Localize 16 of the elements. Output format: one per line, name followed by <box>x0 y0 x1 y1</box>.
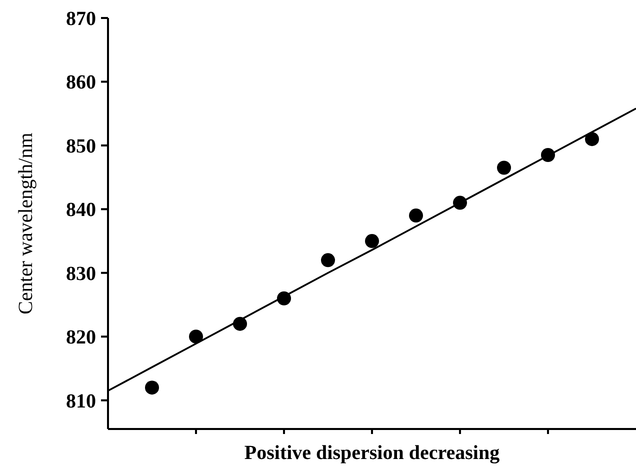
point <box>145 380 159 395</box>
point <box>409 208 423 223</box>
point <box>321 253 335 268</box>
y-tick-label: 820 <box>66 326 96 349</box>
y-axis-title: Center wavelength/nm <box>15 132 37 314</box>
y-tick-label: 870 <box>66 8 96 30</box>
y-tick-label: 850 <box>66 135 96 158</box>
y-tick-label: 860 <box>66 72 96 94</box>
point <box>497 160 511 175</box>
y-tick-label: 840 <box>66 199 96 222</box>
point <box>365 234 379 248</box>
y-tick-label: 810 <box>66 390 96 412</box>
point <box>585 132 599 146</box>
x-axis-title: Positive dispersion decreasing <box>244 442 500 464</box>
point <box>189 330 203 344</box>
y-tick-label: 830 <box>66 262 96 285</box>
